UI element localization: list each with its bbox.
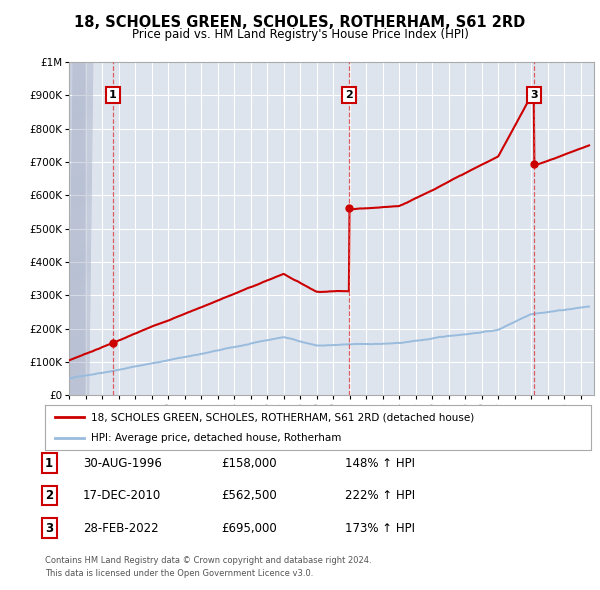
Text: £695,000: £695,000 — [221, 522, 277, 535]
Text: 2: 2 — [45, 489, 53, 502]
Text: 1: 1 — [109, 90, 117, 100]
Text: 3: 3 — [45, 522, 53, 535]
Text: 3: 3 — [530, 90, 538, 100]
Text: £158,000: £158,000 — [221, 457, 277, 470]
Text: 18, SCHOLES GREEN, SCHOLES, ROTHERHAM, S61 2RD: 18, SCHOLES GREEN, SCHOLES, ROTHERHAM, S… — [74, 15, 526, 30]
Text: Price paid vs. HM Land Registry's House Price Index (HPI): Price paid vs. HM Land Registry's House … — [131, 28, 469, 41]
Text: This data is licensed under the Open Government Licence v3.0.: This data is licensed under the Open Gov… — [45, 569, 313, 578]
Text: 17-DEC-2010: 17-DEC-2010 — [83, 489, 161, 502]
Text: 173% ↑ HPI: 173% ↑ HPI — [345, 522, 415, 535]
Text: 18, SCHOLES GREEN, SCHOLES, ROTHERHAM, S61 2RD (detached house): 18, SCHOLES GREEN, SCHOLES, ROTHERHAM, S… — [91, 412, 475, 422]
Text: 1: 1 — [45, 457, 53, 470]
Text: £562,500: £562,500 — [221, 489, 277, 502]
Text: 222% ↑ HPI: 222% ↑ HPI — [345, 489, 415, 502]
Text: 2: 2 — [345, 90, 353, 100]
Text: Contains HM Land Registry data © Crown copyright and database right 2024.: Contains HM Land Registry data © Crown c… — [45, 556, 371, 565]
Text: HPI: Average price, detached house, Rotherham: HPI: Average price, detached house, Roth… — [91, 433, 342, 443]
Text: 148% ↑ HPI: 148% ↑ HPI — [345, 457, 415, 470]
Text: 28-FEB-2022: 28-FEB-2022 — [83, 522, 158, 535]
Text: 30-AUG-1996: 30-AUG-1996 — [83, 457, 161, 470]
